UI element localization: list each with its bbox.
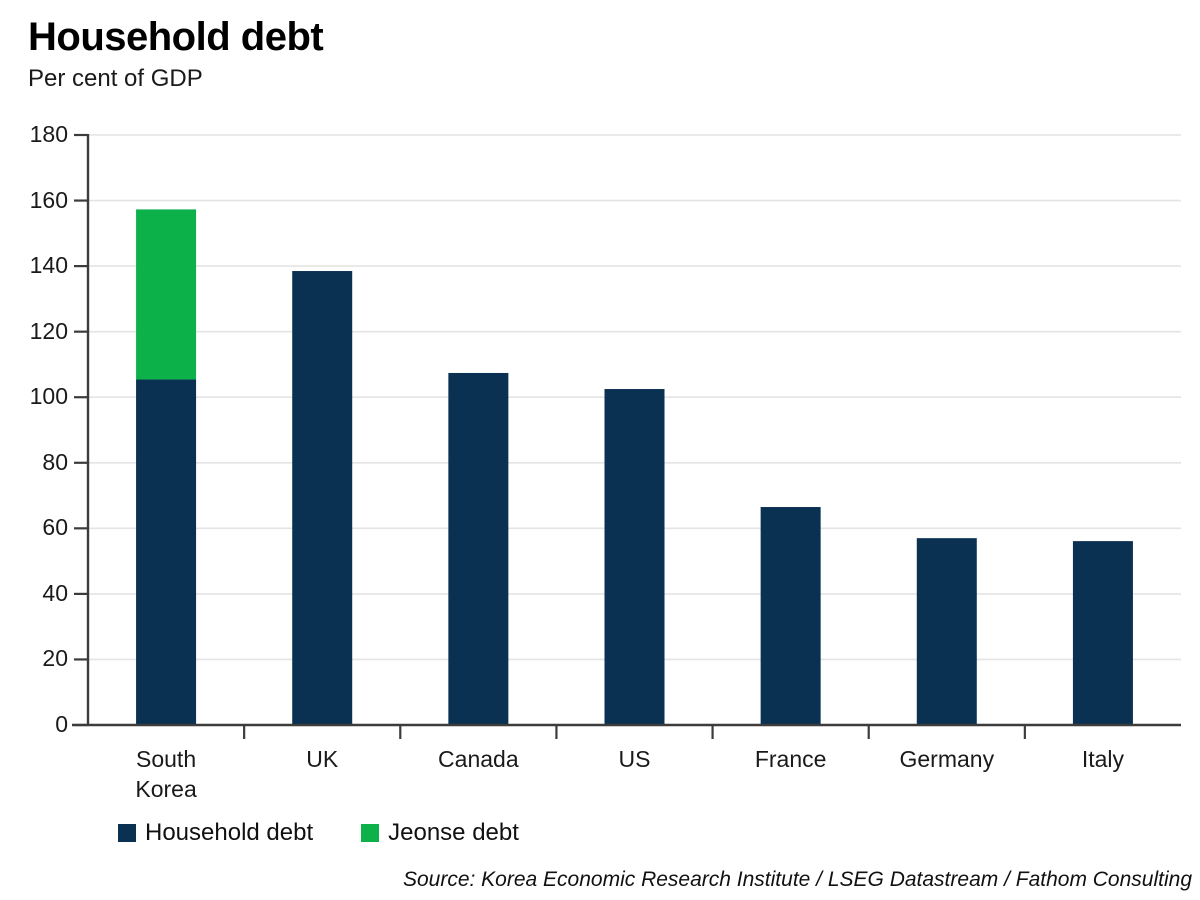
bar-segment <box>136 209 197 380</box>
bar-segment <box>916 538 977 725</box>
y-axis-tick-label: 140 <box>0 254 68 277</box>
y-axis-tick-label: 100 <box>0 385 68 408</box>
x-axis-tick-line: South <box>136 746 197 772</box>
x-axis-tick-line: Germany <box>899 746 995 772</box>
legend-swatch-icon <box>361 824 380 842</box>
y-axis-tick-value: 0 <box>55 711 68 737</box>
y-axis-tick-label: 120 <box>0 317 68 344</box>
chart-subtitle: Per cent of GDP <box>28 65 203 92</box>
legend-item-label: Household debt <box>145 819 314 846</box>
y-axis-tick-value: 140 <box>29 252 68 279</box>
x-axis-tick-label: Germany <box>867 744 1027 774</box>
legend-item[interactable]: Household debt <box>118 820 313 846</box>
chart-source-note: Source: Korea Economic Research Institut… <box>402 868 1192 891</box>
bars-group <box>136 209 1133 725</box>
y-axis-tick-value: 80 <box>42 448 68 475</box>
y-axis-tick-value: 180 <box>29 121 68 147</box>
x-axis-tick-line: Canada <box>438 746 519 772</box>
x-axis-tick-label: France <box>711 744 871 774</box>
axis-ticks <box>74 133 1026 739</box>
chart-header: Household debt Per cent of GDP <box>28 14 1168 94</box>
x-axis-tick-line: US <box>618 746 651 772</box>
bar-segment <box>136 379 197 725</box>
x-axis-tick-label: Canada <box>398 744 558 774</box>
x-axis-tick-label: Italy <box>1023 744 1183 774</box>
y-axis-tick-value: 40 <box>42 579 68 606</box>
chart-title: Household debt <box>28 15 324 59</box>
x-axis-tick-line: Italy <box>1081 746 1125 772</box>
bar-segment <box>448 372 509 725</box>
y-axis-tick-value: 20 <box>42 645 68 672</box>
x-axis-tick-label: South Korea <box>86 744 246 804</box>
bar-segment <box>1072 541 1133 725</box>
y-axis-tick-label: 0 <box>0 713 68 736</box>
x-axis-tick-line: France <box>754 746 827 772</box>
y-axis-tick-value: 160 <box>29 186 68 213</box>
x-axis-tick-line: UK <box>306 746 339 772</box>
y-axis-tick-value: 100 <box>29 383 68 410</box>
chart-legend: Household debt Jeonse debt <box>118 820 519 846</box>
bar-segment <box>292 271 353 725</box>
legend-item[interactable]: Jeonse debt <box>361 820 519 846</box>
legend-swatch-icon <box>118 824 136 842</box>
axis-lines <box>72 134 1181 727</box>
y-axis-tick-label: 20 <box>0 647 68 670</box>
bar-segment <box>760 507 821 725</box>
y-axis-tick-value: 120 <box>29 317 68 344</box>
x-axis-tick-label: US <box>555 744 715 774</box>
y-axis-tick-label: 160 <box>0 186 68 213</box>
x-axis-tick-line: Korea <box>135 776 197 802</box>
bar-segment <box>604 389 665 725</box>
y-axis-tick-label: 60 <box>0 516 68 539</box>
x-axis-tick-label: UK <box>242 744 402 774</box>
y-axis-tick-label: 80 <box>0 448 68 475</box>
y-axis-tick-label: 40 <box>0 579 68 606</box>
legend-item-label: Jeonse debt <box>388 819 519 846</box>
y-axis-tick-value: 60 <box>42 514 68 541</box>
y-axis-tick-label: 180 <box>0 123 68 146</box>
